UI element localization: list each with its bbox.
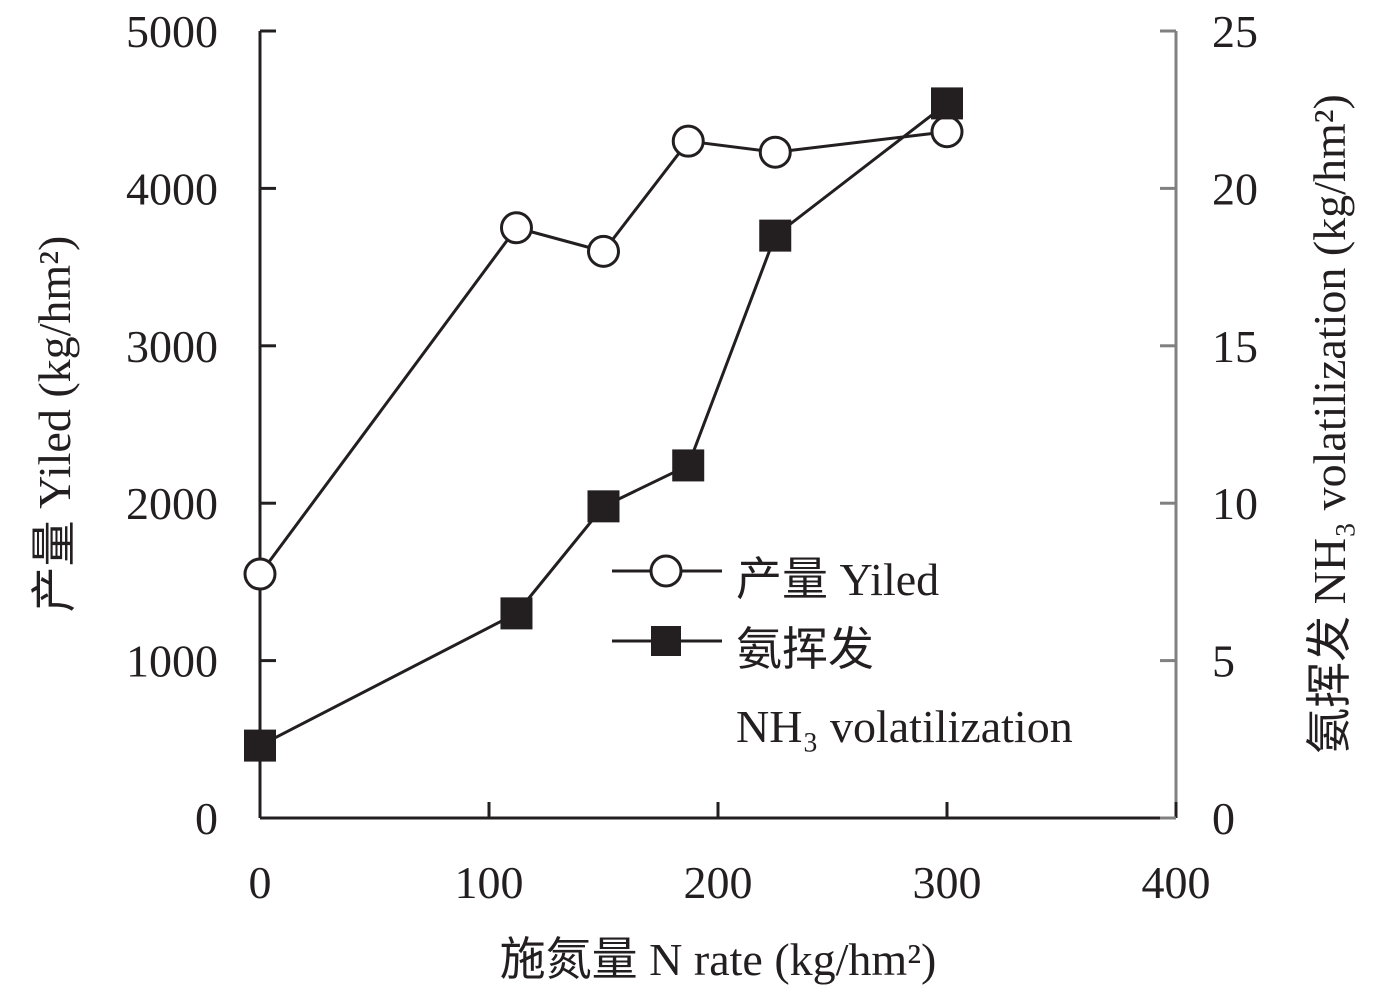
left-y-tick-label: 1000	[126, 636, 218, 687]
x-tick-label: 100	[455, 857, 524, 908]
yield-point	[671, 124, 705, 158]
nh3-point	[244, 729, 276, 762]
left-y-tick-label: 2000	[126, 478, 218, 529]
left-y-tick-label: 3000	[126, 321, 218, 372]
legend-nh3-label-line2: NH₃ volatilization	[736, 701, 1073, 752]
x-tick-label: 300	[913, 857, 982, 908]
right-y-tick-label: 25	[1212, 6, 1258, 57]
left-y-axis-title: 产量 Yiled (kg/hm²)	[29, 236, 80, 613]
legend-nh3-marker	[651, 626, 681, 656]
legend-nh3-label-line1: 氨挥发	[736, 624, 874, 675]
right-y-axis-title: 氨挥发 NH₃ volatilization (kg/hm²)	[1304, 94, 1355, 754]
left-y-tick-label: 5000	[126, 6, 218, 57]
left-y-tick-label: 0	[195, 793, 218, 844]
x-axis-title: 施氮量 N rate (kg/hm²)	[500, 934, 937, 985]
legend-yield-marker	[649, 554, 683, 588]
x-tick-label: 200	[684, 857, 753, 908]
nh3-point	[500, 597, 533, 630]
legend: 产量 Yiled 氨挥发 NH₃ volatilization	[612, 554, 1073, 752]
nh3-point	[587, 490, 620, 523]
yield-point	[587, 234, 620, 268]
yield-point	[499, 211, 533, 245]
nh3-point	[759, 219, 792, 252]
yield-point	[758, 135, 792, 169]
x-tick-label: 0	[249, 857, 272, 908]
yield-series-line	[258, 130, 948, 575]
nh3-point	[672, 449, 705, 482]
right-y-ticks: 0 5 10 15 20 25	[1160, 6, 1258, 844]
plot-area	[258, 31, 1178, 820]
legend-item-nh3: 氨挥发 NH₃ volatilization	[612, 624, 1073, 752]
right-y-tick-label: 20	[1212, 163, 1258, 214]
left-y-ticks: 0 1000 2000 3000 4000 5000	[126, 6, 276, 844]
left-y-tick-label: 4000	[126, 163, 218, 214]
nh3-series-line	[259, 102, 948, 747]
nh3-point	[931, 87, 963, 120]
legend-item-yield: 产量 Yiled	[612, 554, 939, 605]
series-layer	[243, 87, 964, 762]
yield-point	[243, 557, 277, 591]
right-y-tick-label: 10	[1212, 478, 1258, 529]
yield-point	[930, 115, 964, 149]
right-y-tick-label: 15	[1212, 321, 1258, 372]
right-y-tick-label: 0	[1212, 793, 1235, 844]
legend-yield-label: 产量 Yiled	[736, 554, 939, 605]
right-y-tick-label: 5	[1212, 636, 1235, 687]
x-tick-label: 400	[1142, 857, 1211, 908]
x-ticks: 0 100 200 300 400	[249, 802, 1211, 908]
